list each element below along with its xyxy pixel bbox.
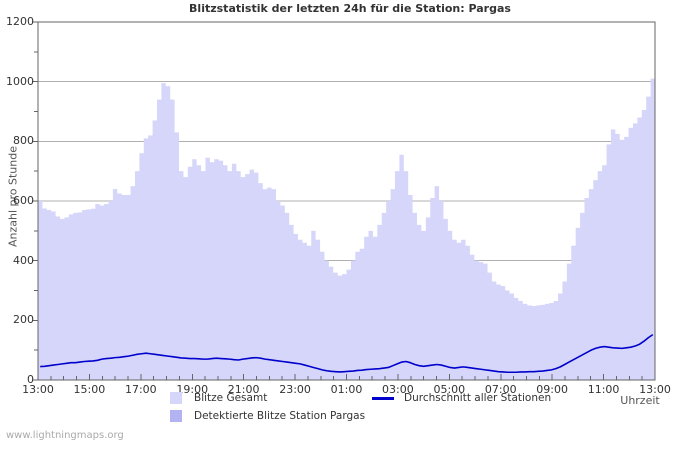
area-series-group [38, 78, 655, 381]
x-tick-7: 03:00 [382, 383, 414, 396]
axis-lines [37, 21, 656, 381]
legend-label-durchschnitt: Durchschnitt aller Stationen [404, 392, 552, 404]
x-tick-2: 17:00 [124, 383, 157, 396]
y-tick-1200: 1200 [6, 15, 34, 28]
x-tick-6: 01:00 [330, 383, 363, 396]
legend-swatch-blitze-gesamt [170, 392, 182, 404]
legend-label-blitze-gesamt: Blitze Gesamt [194, 392, 268, 404]
x-axis-label: Uhrzeit [620, 394, 660, 407]
x-tick-5: 23:00 [279, 383, 311, 396]
x-tick-12: 13:00 [639, 383, 671, 396]
x-tick-8: 05:00 [433, 383, 466, 396]
x-tick-0: 13:00 [22, 383, 54, 396]
chart-title: Blitzstatistik der letzten 24h für die S… [189, 2, 511, 15]
x-tick-4: 21:00 [227, 383, 260, 396]
chart-legend: Blitze Gesamt Detektierte Blitze Station… [0, 390, 700, 424]
legend-label-detektierte-blitze: Detektierte Blitze Station Pargas [194, 410, 366, 422]
x-tick-10: 09:00 [536, 383, 568, 396]
x-tick-1: 15:00 [73, 383, 106, 396]
x-tick-11: 11:00 [587, 383, 620, 396]
y-tick-0: 0 [27, 373, 34, 386]
y-tick-400: 400 [13, 253, 34, 267]
y-tick-200: 200 [13, 313, 34, 327]
y-tick-800: 800 [13, 134, 34, 148]
line-series-group [40, 333, 654, 374]
y-tick-600: 600 [13, 194, 34, 207]
x-tick-3: 19:00 [176, 383, 209, 396]
x-tick-9: 07:00 [484, 383, 517, 396]
legend-line-durchschnitt [372, 397, 394, 400]
legend-swatch-detektierte-blitze [170, 410, 182, 422]
y-tick-1000: 1000 [6, 74, 34, 88]
watermark: www.lightningmaps.org [6, 430, 124, 441]
